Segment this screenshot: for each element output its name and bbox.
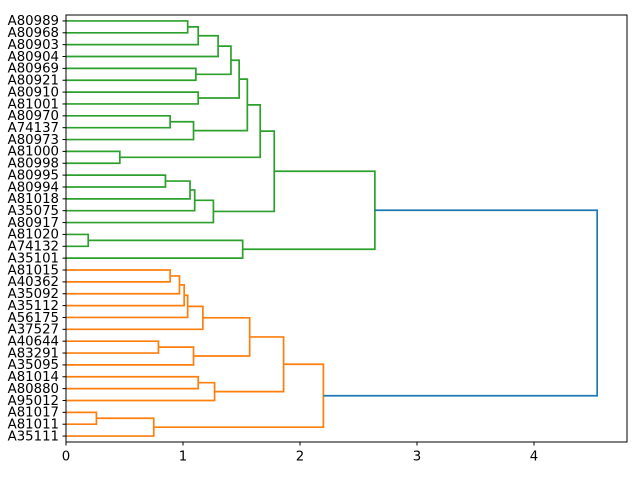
leaf-label: A81015 — [8, 263, 59, 278]
dendrogram-link-orange — [66, 346, 195, 366]
leaf-label: A80989 — [8, 14, 59, 29]
dendrogram-link-orange — [214, 336, 285, 393]
dendrogram-link-orange — [66, 269, 171, 283]
leaf-label: A80994 — [8, 180, 59, 195]
dendrogram-link-green — [66, 174, 167, 188]
dendrogram-link-orange — [153, 363, 325, 429]
dendrogram-link-orange — [66, 340, 160, 354]
dendrogram-link-green — [66, 239, 244, 260]
leaf-label: A35112 — [8, 299, 59, 314]
dendrogram-link-orange — [66, 283, 186, 307]
leaf-label: A80917 — [8, 216, 59, 231]
x-tick-label: 3 — [413, 450, 421, 465]
dendrogram-link-green — [66, 34, 219, 58]
dendrogram-link-green — [193, 78, 249, 132]
dendrogram-link-green — [66, 180, 191, 200]
leaf-label: A80904 — [8, 50, 59, 65]
leaf-label: A80903 — [8, 38, 59, 53]
leaf-label: A80921 — [8, 74, 59, 89]
dendrogram-link-green — [66, 114, 171, 129]
leaf-label: A81017 — [8, 406, 59, 421]
leaf-label: A80998 — [8, 157, 59, 172]
leaf-label: A81020 — [8, 228, 59, 243]
leaf-label: A35095 — [8, 358, 59, 373]
dendrogram-link-green — [242, 170, 376, 251]
leaf-label: A35075 — [8, 204, 59, 219]
axes — [62, 14, 628, 446]
dendrogram-link-green — [195, 45, 232, 76]
leaf-label: A35101 — [8, 251, 59, 266]
axis-labels: A80989A80968A80903A80904A80969A80921A809… — [8, 14, 539, 464]
dendrogram-link-green — [66, 120, 195, 141]
dendrogram-link-green — [66, 150, 121, 165]
dendrogram-link-orange — [66, 275, 181, 295]
leaf-label: A80969 — [8, 62, 59, 77]
dendrogram-link-green — [66, 20, 189, 34]
leaf-label: A80995 — [8, 168, 59, 183]
x-tick-label: 1 — [179, 450, 187, 465]
dendrogram-link-orange — [66, 375, 200, 390]
leaf-label: A81014 — [8, 370, 59, 385]
dendrogram-link-green — [66, 189, 196, 212]
dendrogram-link-orange — [193, 316, 251, 357]
leaf-label: A56175 — [8, 311, 59, 326]
dendrogram-link-blue — [323, 209, 599, 397]
dendrogram-link-orange — [66, 305, 204, 331]
leaf-label: A80910 — [8, 85, 59, 100]
dendrogram-link-green — [213, 130, 276, 213]
dendrogram-link-green — [198, 59, 241, 99]
leaf-label: A35092 — [8, 287, 59, 302]
leaf-label: A80968 — [8, 26, 59, 41]
leaf-label: A35111 — [8, 429, 59, 444]
dendrogram-link-green — [66, 91, 200, 105]
leaf-label: A81011 — [8, 418, 59, 433]
dendrogram-link-orange — [66, 411, 98, 426]
leaf-label: A95012 — [8, 394, 59, 409]
leaf-label: A40362 — [8, 275, 59, 290]
dendrogram-link-orange — [66, 417, 155, 437]
x-tick-label: 2 — [296, 450, 304, 465]
leaf-label: A81001 — [8, 97, 59, 112]
plot-border — [65, 14, 628, 443]
dendrogram-link-green — [66, 67, 197, 82]
leaf-label: A80880 — [8, 382, 59, 397]
leaf-label: A74137 — [8, 121, 59, 136]
dendrogram-link-orange — [66, 381, 216, 402]
dendrogram-links — [66, 20, 599, 437]
leaf-label: A83291 — [8, 346, 59, 361]
dendrogram-link-green — [66, 233, 90, 248]
x-tick-label: 4 — [530, 450, 538, 465]
dendrogram-link-green — [66, 199, 215, 224]
x-tick-label: 0 — [62, 450, 70, 465]
leaf-label: A40644 — [8, 334, 59, 349]
leaf-label: A37527 — [8, 323, 59, 338]
leaf-label: A80973 — [8, 133, 59, 148]
leaf-label: A74132 — [8, 240, 59, 255]
dendrogram-link-green — [66, 26, 200, 46]
leaf-label: A80970 — [8, 109, 59, 124]
leaf-label: A81018 — [8, 192, 59, 207]
leaf-label: A81000 — [8, 145, 59, 160]
